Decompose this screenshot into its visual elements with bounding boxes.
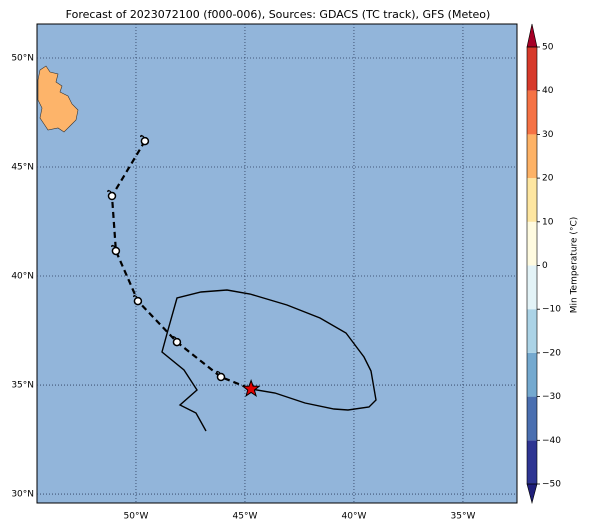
lon-label: 50°W	[124, 512, 149, 522]
colorbar-under	[526, 483, 538, 505]
colorbar-bin	[527, 352, 537, 397]
storm-symbol	[111, 244, 116, 248]
lat-label: 45°N	[11, 163, 34, 173]
storm-symbol	[133, 294, 138, 298]
colorbar-tick-label: −30	[542, 392, 561, 402]
colorbar-tick-label: 10	[542, 217, 554, 227]
track-point	[107, 191, 117, 201]
land	[37, 65, 79, 133]
colorbar-tick-label: −50	[542, 480, 561, 490]
lat-label: 35°N	[11, 381, 34, 391]
lat-label: 40°N	[11, 272, 34, 282]
colorbar-tick-label: −20	[542, 348, 561, 358]
track-point	[140, 136, 150, 146]
lon-label: 45°W	[233, 512, 258, 522]
colorbar-tick-label: 20	[542, 174, 554, 184]
colorbar-over	[526, 23, 538, 48]
colorbar-tick-label: 0	[542, 261, 548, 271]
storm-symbol	[140, 134, 145, 138]
track	[107, 134, 261, 397]
storm-symbol	[107, 189, 112, 193]
ocean	[36, 23, 518, 504]
lat-label: 30°N	[11, 490, 34, 500]
colorbar-bin	[527, 309, 537, 353]
lat-label: 50°N	[11, 54, 34, 64]
colorbar-bin	[527, 396, 537, 441]
storm-symbol	[216, 370, 221, 374]
colorbar-tick-label: 40	[542, 86, 554, 96]
colorbar-tick-label: −40	[542, 436, 561, 446]
track-point	[133, 296, 143, 306]
colorbar-bin	[527, 265, 537, 310]
track-point	[216, 372, 226, 382]
colorbar-tick-label: 50	[542, 43, 554, 53]
lon-label: 40°W	[342, 512, 367, 522]
track-point	[111, 246, 121, 256]
current-position	[241, 379, 261, 397]
colorbar-bin	[527, 90, 537, 135]
contour	[161, 289, 377, 432]
colorbar-tick-label: 30	[542, 130, 554, 140]
graticule: 50°W 45°W 40°W 35°W 50°N 45°N 40°N 35°N 30°N	[11, 24, 517, 522]
colorbar-bin	[527, 178, 537, 222]
colorbar-bin	[527, 221, 537, 266]
colorbar-bin	[527, 47, 537, 91]
track-point	[172, 337, 182, 347]
title: Forecast of 2023072100 (f000-006), Sourc…	[66, 8, 491, 21]
colorbar-label: Min Temperature (°C)	[570, 217, 580, 314]
colorbar-bin	[527, 440, 537, 484]
storm-symbol	[172, 335, 177, 339]
colorbar: 50 40 30 20 10 0 −10 −20 −30 −40 −50	[526, 23, 561, 505]
colorbar-bin	[527, 134, 537, 179]
colorbar-tick-label: −10	[542, 305, 561, 315]
lon-label: 35°W	[451, 512, 476, 522]
